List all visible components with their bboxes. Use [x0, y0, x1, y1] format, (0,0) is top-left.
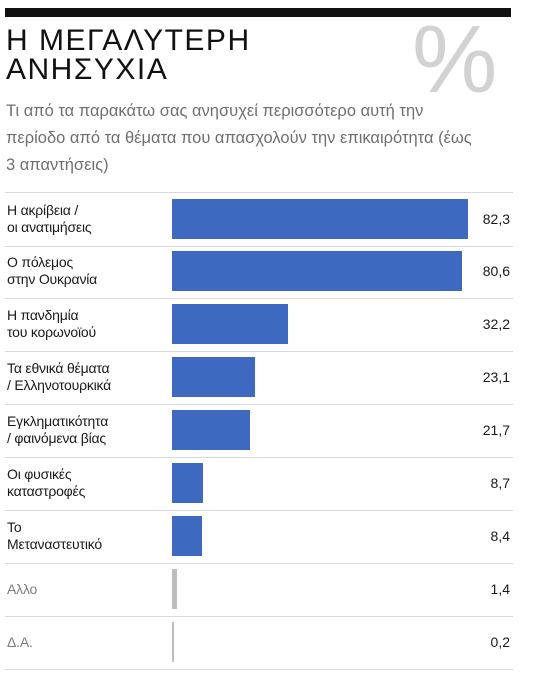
value-label: 8,7 — [490, 475, 510, 491]
bar — [172, 410, 251, 450]
chart-row: Οι φυσικές καταστροφές 8,7 — [5, 457, 513, 511]
value-label: 1,4 — [490, 581, 510, 597]
chart-row: Αλλο 1,4 — [5, 563, 513, 617]
value-label: 8,4 — [490, 528, 510, 544]
bar — [172, 199, 468, 239]
chart-row: Ο πόλεμος στην Ουκρανία 80,6 — [5, 245, 513, 299]
bar — [172, 569, 178, 609]
chart-row: Το Μεταναστευτικό 8,4 — [5, 510, 513, 564]
chart-title: Η ΜΕΓΑΛΥΤΕΡΗ ΑΝΗΣΥΧΙΑ — [6, 24, 251, 86]
category-label: Το Μεταναστευτικό — [7, 519, 102, 552]
value-label: 82,3 — [482, 211, 510, 227]
category-label: Αλλο — [7, 580, 38, 597]
category-label: Εγκληματικότητα / φαινόμενα βίας — [7, 413, 109, 446]
category-label: Δ.Α. — [7, 633, 33, 650]
bar-chart: Η ακρίβεια / οι ανατιμήσεις 82,3 Ο πόλεμος… — [5, 192, 513, 670]
value-label: 32,2 — [482, 316, 510, 332]
category-label: Τα εθνικά θέματα / Ελληνοτουρκικά — [7, 360, 112, 393]
value-label: 23,1 — [482, 369, 510, 385]
bar — [172, 304, 288, 344]
bar — [172, 357, 256, 397]
top-rule — [5, 8, 511, 17]
bar — [172, 622, 174, 662]
category-label: Η πανδημία του κορωνοϊού — [7, 307, 96, 340]
category-label: Ο πόλεμος στην Ουκρανία — [7, 254, 98, 287]
value-label: 0,2 — [490, 634, 510, 650]
chart-row: Εγκληματικότητα / φαινόμενα βίας 21,7 — [5, 404, 513, 458]
value-label: 21,7 — [482, 422, 510, 438]
percent-symbol: % — [412, 6, 498, 113]
chart-row: Η πανδημία του κορωνοϊού 32,2 — [5, 298, 513, 352]
chart-row: Δ.Α. 0,2 — [5, 616, 513, 670]
bar — [172, 251, 462, 291]
bar — [172, 463, 204, 503]
chart-row: Η ακρίβεια / οι ανατιμήσεις 82,3 — [5, 192, 513, 247]
bar — [172, 516, 203, 556]
chart-row: Τα εθνικά θέματα / Ελληνοτουρκικά 23,1 — [5, 351, 513, 405]
chart-subtitle: Τι από τα παρακάτω σας ανησυχεί περισσότ… — [6, 102, 472, 174]
category-label: Η ακρίβεια / οι ανατιμήσεις — [7, 202, 92, 235]
category-label: Οι φυσικές καταστροφές — [7, 466, 86, 499]
value-label: 80,6 — [482, 263, 510, 279]
